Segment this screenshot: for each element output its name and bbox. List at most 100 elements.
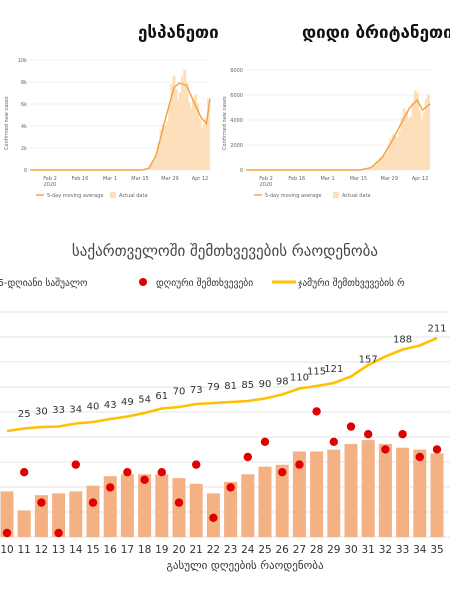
daily-marker (244, 453, 252, 461)
cumulative-data-label: 33 (52, 405, 65, 416)
small-x-tick: Apr 12 (412, 176, 429, 182)
daily-marker (158, 468, 166, 476)
small-x-tick: Feb 16 (72, 176, 89, 182)
x-axis-label: გასული დღეების რაოდენობა (166, 559, 323, 572)
daily-marker (209, 514, 217, 522)
main-bars (1, 440, 444, 537)
daily-marker (398, 430, 406, 438)
average-bar (327, 450, 340, 537)
legend-cumulative-label: ჯამური შემთხვევების რ (298, 278, 405, 289)
daily-marker (364, 430, 372, 438)
chart-title: საქართველოში შემთხვევების რაოდენობა (72, 242, 378, 260)
small-chart-legend: 5-day moving average Actual data (36, 192, 148, 199)
x-tick-label: 25 (258, 544, 271, 556)
x-tick-label: 20 (172, 544, 185, 556)
x-tick-label: 16 (104, 544, 118, 556)
small-chart-uk: დიდი ბრიტანეთი Confirmed new cases 02000… (222, 23, 450, 199)
daily-marker (261, 438, 269, 446)
cumulative-data-label: 25 (18, 409, 31, 420)
x-tick-label: 34 (413, 544, 427, 556)
cumulative-data-label: 70 (173, 387, 186, 398)
x-tick-label: 18 (138, 544, 151, 556)
daily-marker (312, 407, 320, 415)
small-chart-spain: ესპანეთი Confirmed new cases 02k4k6k8k10… (4, 23, 219, 199)
legend-average-label: 5-დღიანი საშუალო (0, 278, 87, 289)
legend-daily-label: დღიური შემთხვევები (156, 278, 253, 289)
daily-marker (416, 453, 424, 461)
x-tick-label: 11 (18, 544, 31, 556)
daily-marker (72, 460, 80, 468)
average-bar (259, 467, 272, 537)
x-tick-label: 30 (344, 544, 357, 556)
average-bar (345, 444, 358, 537)
average-bar (155, 474, 168, 537)
legend-bar-swatch (110, 192, 116, 198)
daily-marker (89, 498, 97, 506)
x-tick-label: 31 (362, 544, 375, 556)
x-tick-label: 24 (241, 544, 255, 556)
main-legend: 5-დღიანი საშუალო დღიური შემთხვევები ჯამუ… (0, 278, 405, 289)
main-chart: საქართველოში შემთხვევების რაოდენობა 5-დღ… (0, 242, 450, 572)
x-tick-label: 23 (224, 544, 237, 556)
x-tick-label: 14 (69, 544, 83, 556)
x-tick-label: 35 (430, 544, 443, 556)
daily-marker (20, 468, 28, 476)
legend-average-label: 5-day moving average (265, 193, 321, 199)
cumulative-data-label: 121 (324, 364, 343, 375)
small-chart-title: ესპანეთი (138, 23, 219, 43)
cumulative-data-label: 43 (104, 400, 117, 411)
x-tick-label: 26 (276, 544, 290, 556)
small-x-tick: Mar 1 (320, 176, 334, 182)
daily-marker (347, 422, 355, 430)
x-tick-label: 10 (0, 544, 13, 556)
cumulative-data-label: 40 (87, 402, 100, 413)
legend-actual-label: Actual data (119, 193, 148, 199)
cumulative-data-label: 188 (393, 335, 412, 346)
legend-bar-swatch (333, 192, 339, 198)
x-tick-label: 29 (327, 544, 340, 556)
average-bar (241, 474, 254, 537)
x-tick-label: 21 (190, 544, 203, 556)
small-x-tick: Feb 16 (288, 176, 305, 182)
cumulative-data-label: 73 (190, 385, 203, 396)
small-y-tick: 4k (21, 124, 27, 130)
small-y-tick: 2000 (230, 143, 243, 149)
daily-marker (192, 460, 200, 468)
x-tick-label: 13 (52, 544, 65, 556)
small-x-tick-year: 2020 (260, 182, 273, 188)
x-tick-label: 28 (310, 544, 323, 556)
cumulative-data-label: 98 (276, 377, 289, 388)
average-bar (431, 453, 444, 537)
daily-marker (106, 483, 114, 491)
small-y-tick: 8000 (230, 68, 243, 74)
daily-marker (295, 460, 303, 468)
average-bar (190, 484, 203, 537)
average-bar (87, 486, 100, 537)
daily-marker (278, 468, 286, 476)
small-chart-ylabel: Confirmed new cases (222, 96, 228, 150)
cumulative-data-label: 34 (69, 405, 82, 416)
daily-marker (381, 445, 389, 453)
daily-marker (226, 483, 234, 491)
cumulative-data-label: 157 (359, 355, 378, 366)
cumulative-data-label: 61 (155, 391, 168, 402)
average-bar (18, 510, 31, 537)
average-bar (121, 474, 134, 537)
average-bar (69, 491, 82, 537)
small-y-tick: 2k (21, 146, 27, 152)
small-x-tick: Mar 1 (103, 176, 117, 182)
small-chart-title: დიდი ბრიტანეთი (302, 23, 450, 43)
small-chart-ylabel: Confirmed new cases (4, 96, 10, 150)
daily-marker (123, 468, 131, 476)
average-bar (362, 440, 375, 537)
daily-marker (175, 498, 183, 506)
daily-marker (433, 445, 441, 453)
small-y-tick: 6000 (230, 93, 243, 99)
small-y-tick: 10k (18, 58, 27, 64)
small-y-tick: 0 (24, 168, 27, 174)
daily-marker (330, 438, 338, 446)
x-tick-label: 22 (207, 544, 220, 556)
small-x-tick: Mar 15 (350, 176, 367, 182)
